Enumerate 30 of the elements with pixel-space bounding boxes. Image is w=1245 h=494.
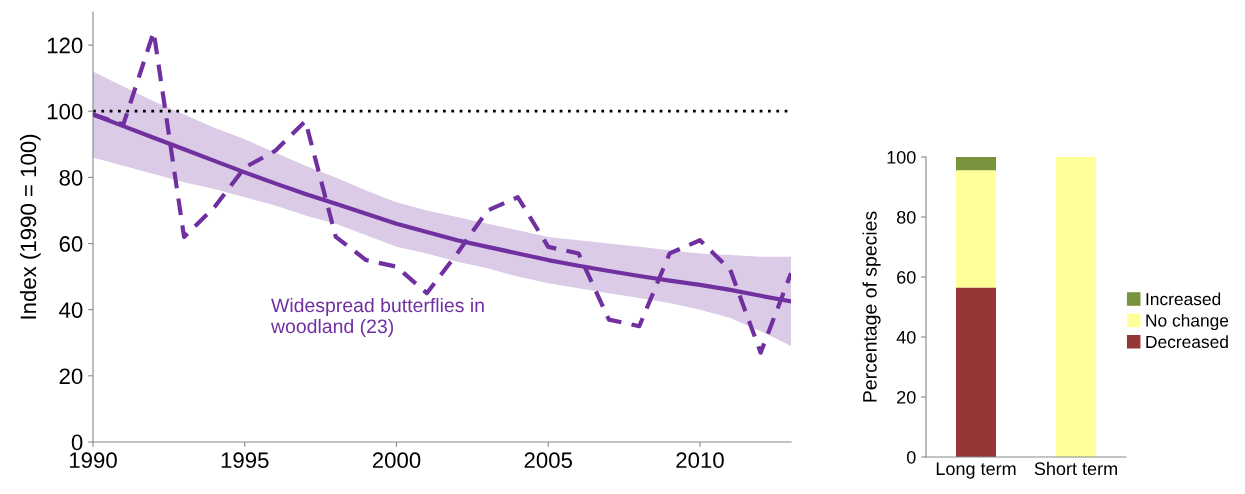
y-tick-label: 80	[59, 169, 83, 186]
y-tick-label: 40	[59, 302, 83, 318]
y-tick-label: 20	[59, 368, 83, 385]
y-tick-label: 0	[71, 434, 83, 451]
y-tick-label: 80	[896, 210, 916, 224]
y-tick-label: 0	[906, 450, 916, 464]
y-tick-label: 120	[47, 37, 83, 54]
x-tick-label: 1990	[69, 452, 117, 469]
bar	[956, 157, 996, 171]
x-tick-label: Long term	[936, 462, 1016, 479]
y-tick-label: 100	[887, 150, 916, 164]
x-tick-label: 2010	[676, 452, 724, 469]
x-tick-label: Short term	[1034, 461, 1117, 476]
bar	[956, 170, 996, 288]
y-tick-label: 20	[897, 390, 916, 404]
bar	[956, 287, 996, 457]
annotation: Widespread butterflies in woodland (23)	[270, 297, 484, 338]
y-tick-label: 40	[896, 330, 916, 344]
y-axis-title: Index (1990 = 100)	[19, 134, 41, 319]
legend-label: No change	[1146, 313, 1229, 331]
y-tick-label: 100	[47, 103, 83, 120]
bar	[1056, 157, 1096, 457]
y-tick-label: 60	[59, 236, 83, 252]
y-axis-title: Percentage of species	[862, 211, 881, 402]
y-tick-label: 60	[897, 270, 916, 284]
legend-label: Increased	[1146, 292, 1221, 306]
legend-label: Decreased	[1146, 335, 1228, 349]
x-tick-label: 2000	[372, 452, 421, 469]
x-tick-label: 2005	[524, 452, 573, 469]
x-tick-label: 1995	[221, 452, 269, 469]
